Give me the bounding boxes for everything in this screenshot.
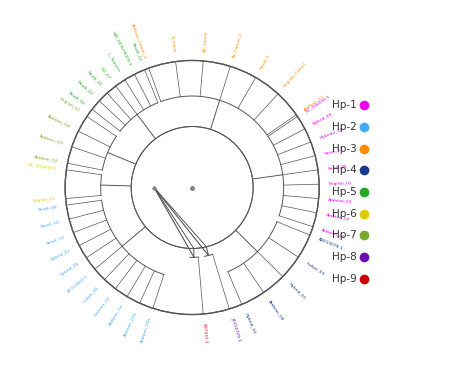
Text: Hp-8: Hp-8 (332, 252, 357, 262)
Text: English_Camel: English_Camel (283, 62, 307, 88)
Text: HJ_input: HJ_input (170, 34, 176, 53)
Text: Hybrid_01: Hybrid_01 (288, 282, 307, 300)
Text: Arabian_G8: Arabian_G8 (46, 114, 71, 129)
Text: English_07: English_07 (58, 96, 80, 113)
Text: Arabian_Camel_1: Arabian_Camel_1 (131, 23, 147, 60)
Text: NC_001640.1: NC_001640.1 (28, 162, 57, 171)
Text: Ao_Camel: Ao_Camel (202, 30, 208, 52)
Text: Indian_06: Indian_06 (82, 285, 100, 303)
Text: English_03: English_03 (33, 197, 56, 203)
Text: Arabian_01: Arabian_01 (328, 197, 353, 204)
Text: Saudi_12: Saudi_12 (132, 42, 143, 62)
Text: Arabian_02: Arabian_02 (325, 213, 350, 222)
Text: Hp-2: Hp-2 (332, 122, 357, 132)
Text: Hp-9: Hp-9 (332, 274, 357, 284)
Text: Hybrid2_03: Hybrid2_03 (319, 128, 344, 141)
Text: Arabian_02: Arabian_02 (34, 155, 59, 164)
Text: Hp-5: Hp-5 (332, 187, 357, 197)
Text: Arabian_01a: Arabian_01a (123, 311, 137, 337)
Text: Hybrid_02: Hybrid_02 (50, 248, 72, 262)
Text: Arabian_11: Arabian_11 (303, 94, 325, 111)
Text: GD_07: GD_07 (100, 66, 112, 80)
Text: Arabian_04a: Arabian_04a (140, 316, 152, 344)
Text: Hp-1: Hp-1 (332, 100, 357, 110)
Text: Saudi_1: Saudi_1 (259, 54, 271, 70)
Text: Arabian_09: Arabian_09 (267, 299, 284, 322)
Text: Hybrid_09: Hybrid_09 (312, 112, 334, 126)
Text: Hp-4: Hp-4 (332, 165, 357, 176)
Text: Hp-7: Hp-7 (332, 230, 357, 240)
Text: Saudi_11: Saudi_11 (324, 146, 344, 155)
Text: Saudi_10: Saudi_10 (40, 219, 61, 228)
Text: Hybrid_08: Hybrid_08 (59, 261, 80, 277)
Text: English_02: English_02 (328, 182, 352, 186)
Text: Hp-6: Hp-6 (332, 209, 357, 219)
Text: Hp-3: Hp-3 (332, 144, 357, 154)
Text: KF031860.1: KF031860.1 (66, 274, 89, 293)
Text: IL_Turners: IL_Turners (107, 53, 122, 73)
Text: JX312729.1: JX312729.1 (230, 317, 241, 342)
Text: NC_026030.1: NC_026030.1 (304, 93, 330, 113)
Text: Saudi_14: Saudi_14 (46, 234, 65, 245)
Text: Arabian_12: Arabian_12 (321, 228, 346, 239)
Text: Hybrid_10: Hybrid_10 (244, 312, 256, 334)
Text: German_01: German_01 (93, 295, 111, 317)
Text: AB013078.1: AB013078.1 (318, 237, 344, 250)
Text: Saudi_04: Saudi_04 (68, 90, 86, 105)
Text: Saudi_08: Saudi_08 (37, 204, 57, 211)
Text: Arabian_G3: Arabian_G3 (38, 134, 64, 146)
Text: X97337.1: X97337.1 (202, 323, 208, 344)
Text: Saudi_06: Saudi_06 (327, 164, 347, 171)
Text: Indian_03: Indian_03 (305, 261, 325, 276)
Text: HW_007b78309.1: HW_007b78309.1 (111, 30, 132, 67)
Text: Arabian_1a: Arabian_1a (108, 304, 124, 327)
Text: Ao_Camel_2: Ao_Camel_2 (231, 32, 243, 58)
Text: Saudi_01: Saudi_01 (86, 70, 102, 87)
Text: Saudi_02: Saudi_02 (76, 80, 94, 96)
